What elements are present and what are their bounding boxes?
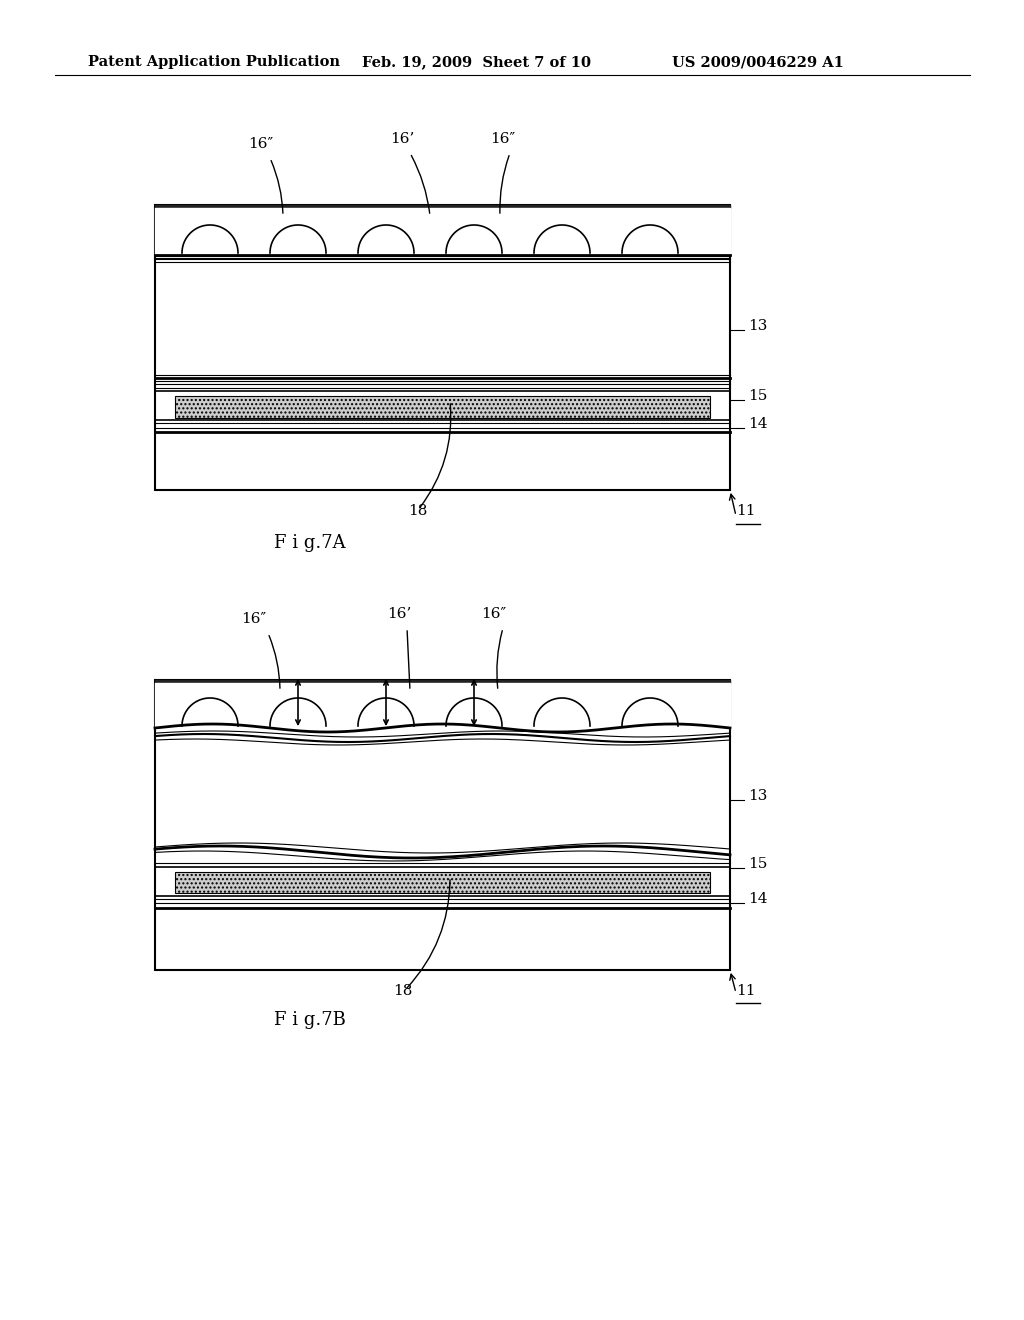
Text: 16’: 16’ bbox=[390, 132, 415, 147]
Bar bbox=[155, 680, 730, 970]
Text: 13: 13 bbox=[748, 319, 767, 333]
Text: 14: 14 bbox=[748, 417, 768, 432]
Text: F i g.7A: F i g.7A bbox=[274, 535, 346, 552]
Text: 15: 15 bbox=[748, 857, 767, 871]
Bar bbox=[175, 873, 710, 894]
Text: Feb. 19, 2009  Sheet 7 of 10: Feb. 19, 2009 Sheet 7 of 10 bbox=[362, 55, 591, 69]
Text: 16″: 16″ bbox=[241, 612, 266, 626]
Text: 11: 11 bbox=[736, 504, 756, 517]
Text: US 2009/0046229 A1: US 2009/0046229 A1 bbox=[672, 55, 844, 69]
Text: 18: 18 bbox=[408, 504, 427, 517]
Text: 16″: 16″ bbox=[490, 132, 515, 147]
Text: 15: 15 bbox=[748, 389, 767, 403]
Text: 16’: 16’ bbox=[387, 607, 412, 620]
Text: 14: 14 bbox=[748, 892, 768, 906]
Text: 16″: 16″ bbox=[481, 607, 506, 620]
Text: 13: 13 bbox=[748, 789, 767, 803]
Text: 16″: 16″ bbox=[248, 137, 273, 150]
Text: Patent Application Publication: Patent Application Publication bbox=[88, 55, 340, 69]
Text: 11: 11 bbox=[736, 983, 756, 998]
Bar bbox=[175, 396, 710, 418]
Bar bbox=[155, 205, 730, 490]
Text: F i g.7B: F i g.7B bbox=[274, 1011, 346, 1030]
Text: 18: 18 bbox=[393, 983, 413, 998]
